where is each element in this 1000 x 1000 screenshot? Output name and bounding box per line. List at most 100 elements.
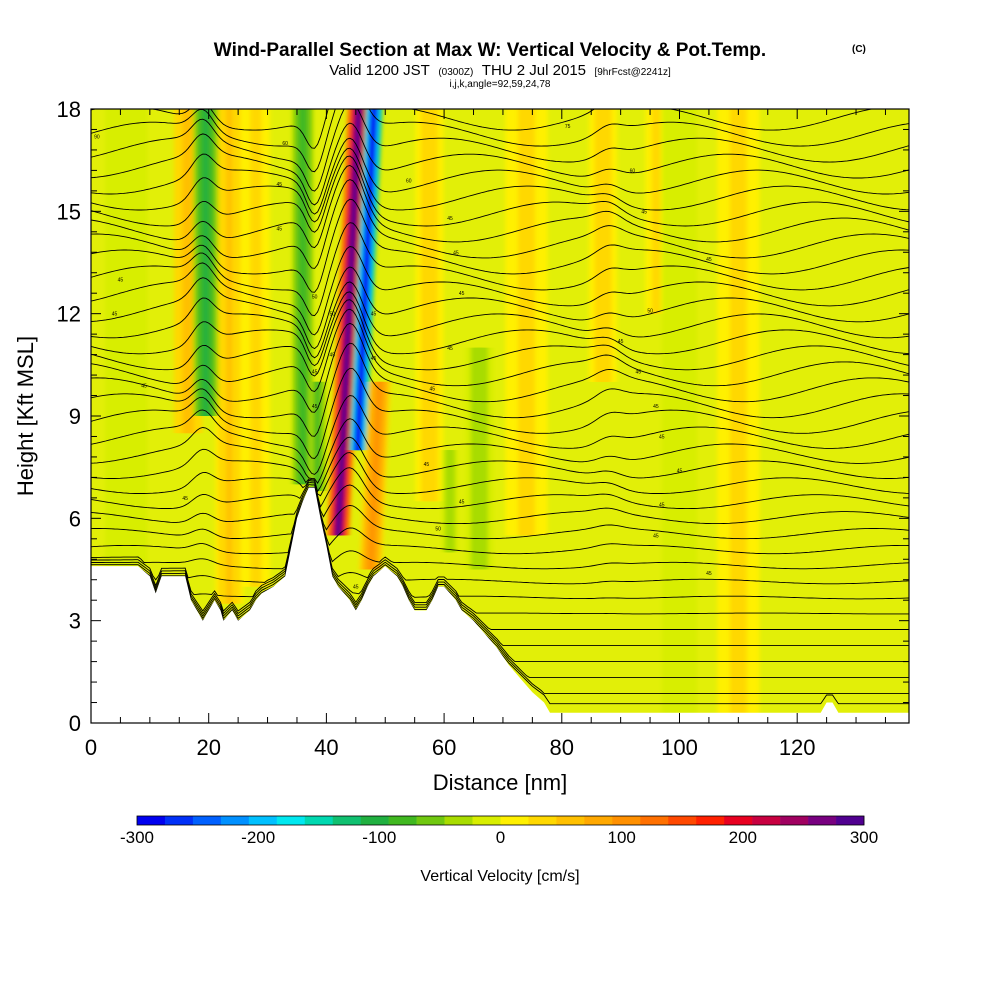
- contour-label: 45: [659, 503, 665, 509]
- isentrope-line: [91, 493, 909, 585]
- isentrope-line: [91, 291, 909, 367]
- colorbar-swatch: [500, 816, 529, 825]
- downdraft-band-2-level-4: [315, 381, 320, 491]
- isentrope-line: [91, 281, 909, 359]
- contour-label: 50: [435, 527, 441, 533]
- colorbar-tick-label: 0: [496, 828, 505, 847]
- isentrope-line: [91, 491, 909, 570]
- isentrope-line: [91, 266, 909, 350]
- isentrope-line: [91, 308, 909, 393]
- contour-label: 45: [618, 339, 624, 345]
- colorbar-swatch: [668, 816, 697, 825]
- contour-label: 45: [447, 346, 453, 352]
- contour-label: 45: [312, 370, 318, 376]
- copyright-mark: (C): [852, 44, 866, 55]
- isentrope-line: [91, 109, 875, 149]
- isentrope-line: [91, 484, 909, 525]
- contour-label: 45: [653, 533, 659, 539]
- colorbar-swatch: [640, 816, 669, 825]
- colorbar-swatch: [192, 816, 222, 825]
- colorbar-swatch: [696, 816, 725, 825]
- contour-label: 60: [630, 168, 636, 174]
- contour-label: 50: [647, 308, 653, 314]
- contour-label: 45: [182, 496, 188, 502]
- isentrope-line: [91, 137, 909, 215]
- isentrope-line: [91, 467, 909, 510]
- colorbar-label: Vertical Velocity [cm/s]: [420, 868, 579, 885]
- contour-label: 45: [371, 356, 377, 362]
- updraft-band-0-level-4: [185, 109, 191, 434]
- isentrope-contours: [91, 109, 909, 705]
- contour-label: 45: [653, 404, 659, 410]
- updraft-band-4-level-4: [426, 109, 433, 502]
- colorbar-swatch: [752, 816, 781, 825]
- updraft-band-1-level-4: [226, 109, 233, 604]
- y-tick-label: 0: [69, 711, 81, 736]
- colorbar-swatch: [137, 816, 166, 825]
- valid-time-line: Valid 1200 JST (0300Z) THU 2 Jul 2015 [9…: [329, 62, 671, 79]
- downdraft-band-1-level-4: [300, 109, 305, 485]
- contour-label: 45: [277, 182, 283, 188]
- contour-label: 45: [706, 571, 712, 577]
- x-tick-label: 0: [85, 735, 97, 760]
- valid-date-text: THU 2 Jul 2015: [482, 62, 586, 79]
- contour-label: 45: [312, 404, 318, 410]
- colorbar-swatch: [724, 816, 753, 825]
- downdraft-band-3-level-4: [355, 109, 376, 451]
- isentrope-line: [91, 486, 909, 540]
- contour-label: 45: [353, 585, 359, 591]
- updraft-band-8-level-4: [734, 109, 743, 713]
- isentrope-line: [91, 395, 909, 475]
- contour-label: 45: [141, 383, 147, 389]
- contour-label: 75: [565, 124, 571, 130]
- isentrope-line: [91, 367, 909, 459]
- contour-label: 45: [277, 226, 283, 232]
- isentrope-line: [91, 179, 909, 269]
- axis-ticks: 0 20 40 60 80 100 120 0 3 6 9 12 15 18: [57, 97, 909, 760]
- colorbar-tick-label: 100: [608, 828, 636, 847]
- colorbar-swatch: [556, 816, 585, 825]
- y-tick-label: 6: [69, 506, 81, 531]
- x-axis-title: Distance [nm]: [433, 770, 568, 795]
- isentrope-line: [91, 418, 909, 484]
- isentrope-line: [91, 198, 909, 293]
- x-tick-label: 100: [661, 735, 698, 760]
- colorbar-swatch: [416, 816, 445, 825]
- y-axis-title: Height [Kft MSL]: [13, 336, 38, 496]
- isentrope-line: [91, 155, 909, 233]
- isentrope-line: [91, 299, 909, 377]
- downdraft-band-5-level-4: [448, 450, 452, 553]
- y-tick-label: 12: [57, 302, 81, 327]
- contour-label: 60: [406, 179, 412, 185]
- colorbar-swatch: [444, 816, 473, 825]
- contour-label: 45: [459, 499, 465, 505]
- isentrope-line: [91, 322, 909, 413]
- valid-time-text: Valid 1200 JST: [329, 62, 430, 79]
- contour-label: 45: [636, 370, 642, 376]
- indices-text: i,j,k,angle=92,59,24,78: [450, 79, 551, 90]
- colorbar-swatch: [248, 816, 278, 825]
- isentrope-line: [91, 246, 909, 336]
- contour-label: 50: [330, 312, 336, 318]
- colorbar-swatch: [304, 816, 334, 825]
- downdraft-band-6-level-4: [122, 109, 131, 567]
- colorbar-swatch: [360, 816, 389, 825]
- isentrope-line: [91, 502, 909, 646]
- y-tick-label: 3: [69, 609, 81, 634]
- isentrope-line: [91, 495, 909, 600]
- isentrope-line: [91, 109, 909, 173]
- colorbar-swatch: [164, 816, 194, 825]
- isentrope-line: [91, 489, 909, 555]
- contour-label: 45: [430, 387, 436, 393]
- colorbar-swatch: [612, 816, 641, 825]
- updraft-band-7-level-4: [653, 109, 659, 314]
- contour-label: 45: [424, 462, 430, 468]
- contour-label: 45: [453, 250, 459, 256]
- colorbar: -300 -200 -100 0 100 200 300: [120, 815, 878, 847]
- isentrope-line: [91, 452, 909, 497]
- colorbar-swatch: [332, 816, 361, 825]
- isentrope-line: [91, 165, 909, 249]
- colorbar-swatch: [836, 816, 865, 825]
- valid-utc-text: (0300Z): [438, 67, 473, 78]
